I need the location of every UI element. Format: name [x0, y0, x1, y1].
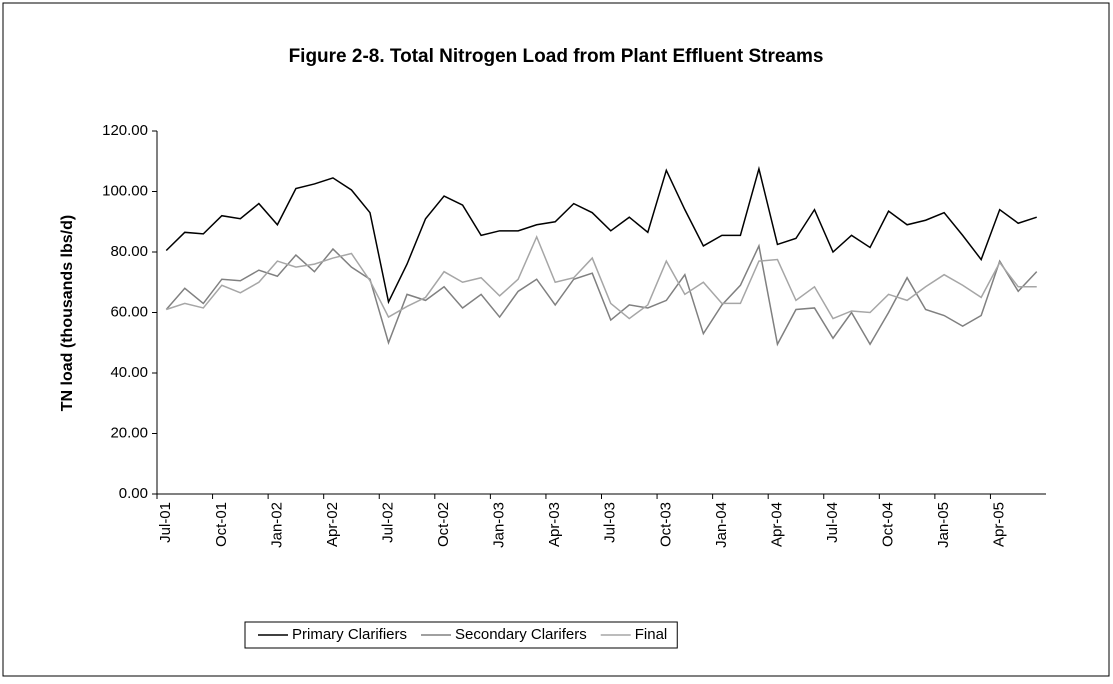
x-tick-label: Apr-03	[546, 502, 563, 547]
x-tick-label: Oct-02	[435, 502, 452, 547]
x-tick-label: Oct-04	[880, 502, 897, 547]
x-tick-label: Jan-04	[713, 502, 730, 548]
x-tick-label: Oct-03	[657, 502, 674, 547]
x-tick-label: Jul-03	[602, 502, 619, 543]
chart-title: Figure 2-8. Total Nitrogen Load from Pla…	[289, 46, 824, 67]
x-tick-label: Apr-04	[768, 502, 785, 547]
x-tick-label: Apr-02	[324, 502, 341, 547]
y-tick-label: 80.00	[110, 243, 148, 260]
series-line	[165, 243, 1038, 347]
x-tick-label: Apr-05	[991, 502, 1008, 547]
x-tick-label: Jul-02	[379, 502, 396, 543]
x-tick-label: Jul-04	[824, 502, 841, 543]
x-tick-label: Jan-03	[491, 502, 508, 548]
y-tick-label: 20.00	[110, 424, 148, 441]
y-axis-label: TN load (thousands lbs/d)	[59, 215, 76, 411]
legend-label: Secondary Clarifers	[455, 626, 587, 643]
series-line	[165, 165, 1037, 305]
x-tick-label: Jul-01	[157, 502, 174, 543]
y-tick-label: 60.00	[110, 303, 148, 320]
y-tick-label: 120.00	[102, 122, 148, 139]
y-tick-label: 40.00	[110, 364, 148, 381]
x-tick-label: Jan-02	[268, 502, 285, 548]
x-tick-label: Oct-01	[213, 502, 230, 547]
x-tick-label: Jan-05	[935, 502, 952, 548]
y-tick-label: 0.00	[119, 485, 148, 502]
series-line	[166, 234, 1037, 320]
legend-label: Final	[635, 626, 668, 643]
legend: Primary Clarifiers Secondary Clarifers Fin…	[244, 621, 678, 649]
y-tick-label: 100.00	[102, 182, 148, 199]
legend-label: Primary Clarifiers	[292, 626, 407, 643]
